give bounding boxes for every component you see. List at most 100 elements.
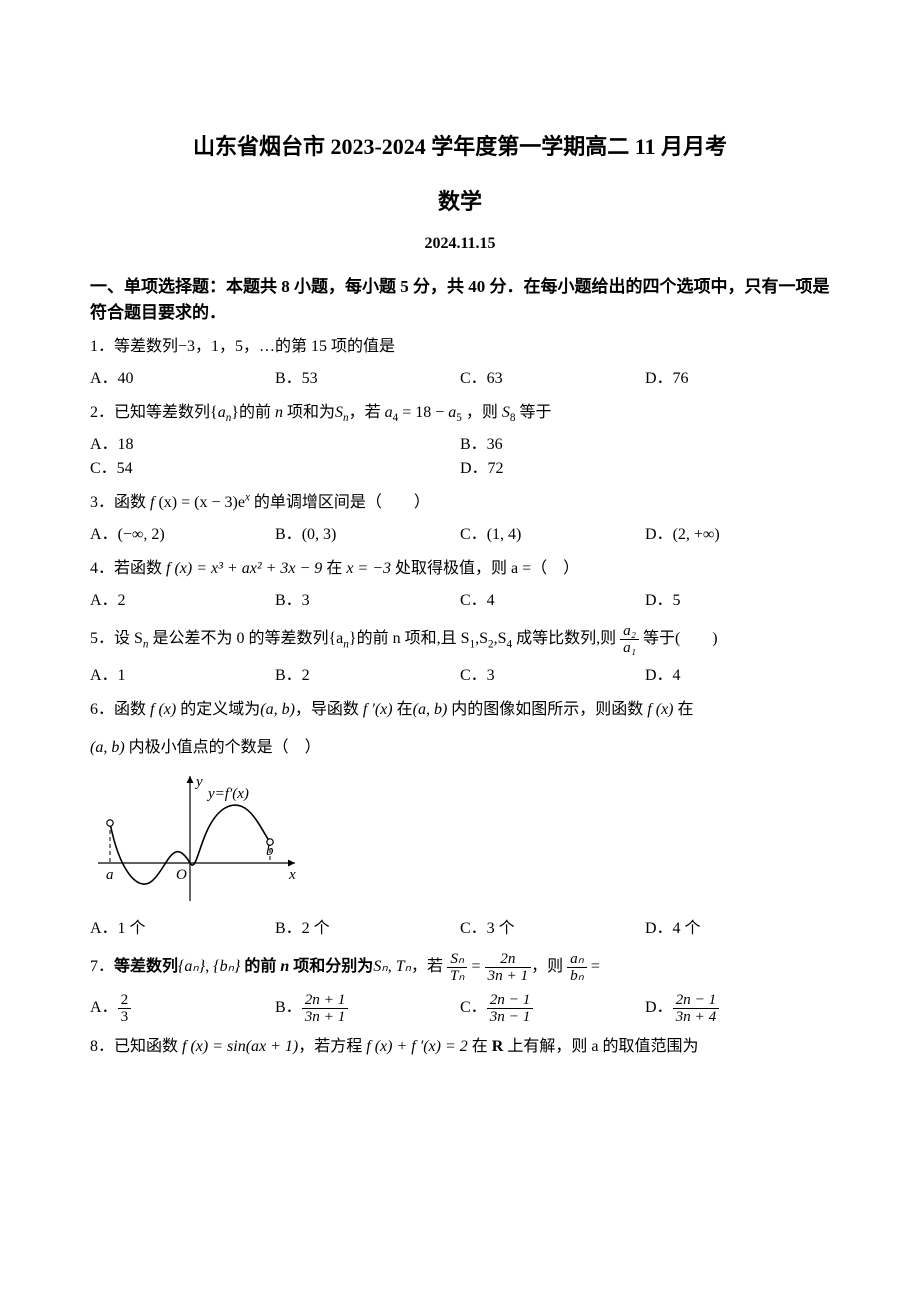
q7-a-num: 2 <box>118 992 132 1009</box>
title-main: 山东省烟台市 2023-2024 学年度第一学期高二 11 月月考 <box>90 130 830 163</box>
q4-mid: 在 <box>322 560 346 577</box>
q3-b-expr: (0, 3) <box>302 526 337 543</box>
date: 2024.11.15 <box>90 232 830 256</box>
q7-c-num: 2n − 1 <box>487 992 534 1009</box>
q3-opt-d: D．(2, +∞) <box>645 523 830 547</box>
q6-mid5: 在 <box>674 701 694 718</box>
question-4: 4．若函数 f (x) = x³ + ax² + 3x − 9 在 x = −3… <box>90 557 830 581</box>
q2-opt-c: C．54 <box>90 457 460 481</box>
q5-pre: 5．设 S <box>90 630 143 647</box>
question-8: 8．已知函数 f (x) = sin(ax + 1)，若方程 f (x) + f… <box>90 1035 830 1059</box>
q7-sn: Sₙ <box>373 958 387 975</box>
q6-fx2: f (x) <box>647 701 673 718</box>
q6-ab2: (a, b) <box>413 701 448 718</box>
q7-opt-d: D．2n − 13n + 4 <box>645 992 830 1025</box>
q3-d-pre: D． <box>645 526 673 543</box>
q3-options: A．(−∞, 2) B．(0, 3) C．(1, 4) D．(2, +∞) <box>90 523 830 547</box>
q2-a4: a <box>385 404 393 421</box>
q5-opt-c: C．3 <box>460 664 645 688</box>
q8-fx: f (x) = sin(ax + 1) <box>182 1038 298 1055</box>
q1-opt-d: D．76 <box>645 367 830 391</box>
q2-s8: S <box>502 404 510 421</box>
q6-opt-d: D．4 个 <box>645 917 830 941</box>
q6-fx: f (x) <box>150 701 176 718</box>
q3-c-expr: (1, 4) <box>487 526 522 543</box>
q2-stem-pre: 2．已知等差数列{ <box>90 404 218 421</box>
svg-text:x: x <box>288 867 296 883</box>
q7-b-num: 2n + 1 <box>302 992 349 1009</box>
q6-options: A．1 个 B．2 个 C．3 个 D．4 个 <box>90 917 830 941</box>
q7-opt-c: C．2n − 13n − 1 <box>460 992 645 1025</box>
q7-eq1: = <box>467 958 484 975</box>
q2-options: A．18 B．36 C．54 D．72 <box>90 433 830 481</box>
q7-d-den: 3n + 4 <box>673 1009 720 1025</box>
q6-mid2: ，导函数 <box>295 701 363 718</box>
question-2: 2．已知等差数列{an}的前 n 项和为Sn，若 a4 = 18 − a5 ，则… <box>90 401 830 425</box>
q7-c1: , <box>205 958 213 975</box>
q7-b-pre: B． <box>275 999 302 1016</box>
q5-c2: ,S <box>494 630 507 647</box>
question-7: 7．等差数列{aₙ}, {bₙ} 的前 n 项和分别为Sₙ, Tₙ，若 SₙTₙ… <box>90 951 830 984</box>
q3-d-expr: (2, +∞) <box>673 526 720 543</box>
q3-a-expr: (−∞, 2) <box>118 526 165 543</box>
q5-opt-a: A．1 <box>90 664 275 688</box>
q4-opt-b: B．3 <box>275 589 460 613</box>
svg-text:y: y <box>194 774 203 790</box>
q1-opt-a: A．40 <box>90 367 275 391</box>
q3-tail: 的单调增区间是（ ） <box>250 494 430 511</box>
q4-tail: 处取得极值，则 a =（ ） <box>391 560 579 577</box>
q6-mid4: 内的图像如图所示，则函数 <box>447 701 647 718</box>
q5-opt-b: B．2 <box>275 664 460 688</box>
q5-mid1: 是公差不为 0 的等差数列{a <box>149 630 344 647</box>
question-6: 6．函数 f (x) 的定义域为(a, b)，导函数 f ′(x) 在(a, b… <box>90 698 830 722</box>
q2-mid1: }的前 <box>231 404 275 421</box>
q7-b3: 项和分别为 <box>289 958 373 975</box>
q3-a-pre: A． <box>90 526 118 543</box>
q7-f1d: Tₙ <box>447 968 468 984</box>
q3-opt-b: B．(0, 3) <box>275 523 460 547</box>
q7-set2: {bₙ} <box>213 958 240 975</box>
svg-text:O: O <box>176 867 187 883</box>
q1-opt-b: B．53 <box>275 367 460 391</box>
q4-expr: f (x) = x³ + ax² + 3x − 9 <box>166 560 322 577</box>
q2-tail: 等于 <box>515 404 551 421</box>
q7-f1n: Sₙ <box>447 951 468 968</box>
q8-R: R <box>492 1038 504 1055</box>
question-1: 1．等差数列−3，1，5，…的第 15 项的值是 <box>90 335 830 359</box>
q3-f: f <box>150 494 154 511</box>
q2-mid4: ，则 <box>462 404 502 421</box>
q8-pre: 8．已知函数 <box>90 1038 182 1055</box>
q7-f3n: aₙ <box>567 951 587 968</box>
q4-opt-c: C．4 <box>460 589 645 613</box>
q8-eq: f (x) + f ′(x) = 2 <box>366 1038 468 1055</box>
svg-text:y=f′(x): y=f′(x) <box>206 786 249 802</box>
q7-set1: {aₙ} <box>178 958 205 975</box>
q6-fpx: f ′(x) <box>363 701 393 718</box>
q5-options: A．1 B．2 C．3 D．4 <box>90 664 830 688</box>
q8-mid1: ，若方程 <box>298 1038 366 1055</box>
q2-mid3: ，若 <box>349 404 385 421</box>
q7-f2n: 2n <box>485 951 532 968</box>
q6-pre: 6．函数 <box>90 701 150 718</box>
q7-options: A．23 B．2n + 13n + 1 C．2n − 13n − 1 D．2n … <box>90 992 830 1025</box>
q2-opt-d: D．72 <box>460 457 830 481</box>
q7-mid1: ，若 <box>411 958 447 975</box>
q5-tail: 等于( ) <box>639 630 718 647</box>
q7-d-num: 2n − 1 <box>673 992 720 1009</box>
q6-tail: 内极小值点的个数是（ ） <box>125 739 321 756</box>
q7-b2: 的前 <box>240 958 280 975</box>
section-1-heading: 一、单项选择题：本题共 8 小题，每小题 5 分，共 40 分．在每小题给出的四… <box>90 274 830 325</box>
q7-b-den: 3n + 1 <box>302 1009 349 1025</box>
q5-mid3: 成等比数列,则 <box>512 630 620 647</box>
q3-pre: 3．函数 <box>90 494 150 511</box>
q7-c-den: 3n − 1 <box>487 1009 534 1025</box>
q7-f3d: bₙ <box>567 968 587 984</box>
q5-c1: ,S <box>475 630 488 647</box>
q4-opt-a: A．2 <box>90 589 275 613</box>
q6-derivative-graph: yxOaby=f′(x) <box>90 768 300 913</box>
q1-opt-c: C．63 <box>460 367 645 391</box>
q6-ab3: (a, b) <box>90 739 125 756</box>
q6-mid1: 的定义域为 <box>176 701 260 718</box>
q6-opt-c: C．3 个 <box>460 917 645 941</box>
q2-an: a <box>218 404 226 421</box>
